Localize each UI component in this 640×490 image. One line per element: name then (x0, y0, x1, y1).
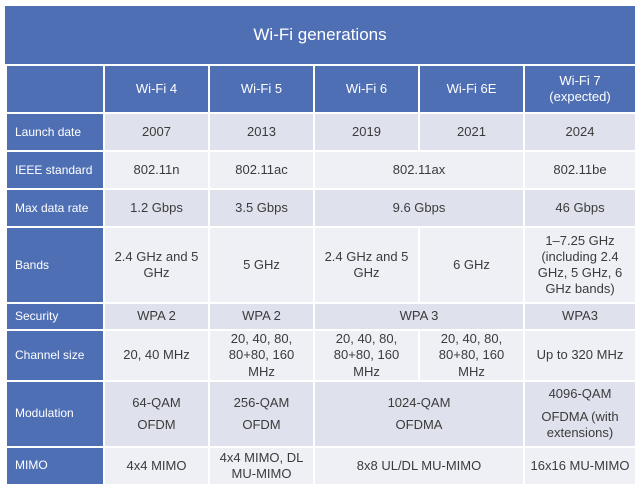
table-row: Max data rate 1.2 Gbps 3.5 Gbps 9.6 Gbps… (5, 188, 637, 228)
table-cell: 802.11ac (208, 150, 315, 190)
row-label: MIMO (5, 445, 105, 486)
table-cell: 20, 40, 80, 80+80, 160 MHz (208, 329, 315, 382)
cell-line: OFDM (242, 416, 281, 432)
table-row: Bands 2.4 GHz and 5 GHz 5 GHz 2.4 GHz an… (5, 226, 637, 304)
table-cell: 64-QAM OFDM (103, 379, 210, 448)
table-row: MIMO 4x4 MIMO 4x4 MIMO, DL MU-MIMO 8x8 U… (5, 445, 637, 486)
table-cell: 5 GHz (208, 226, 315, 304)
table-cell: 6 GHz (418, 226, 525, 304)
column-header: Wi-Fi 6 (313, 64, 420, 114)
row-label: Max data rate (5, 188, 105, 228)
table-cell: 20, 40, 80, 80+80, 160 MHz (313, 329, 420, 382)
table-cell: 2007 (103, 112, 210, 152)
column-header: Wi-Fi 5 (208, 64, 315, 114)
table-cell: 4096-QAM OFDMA (with extensions) (523, 379, 637, 448)
table-cell: 1024-QAM OFDMA (313, 379, 525, 448)
column-header: Wi-Fi 4 (103, 64, 210, 114)
header-row: Wi-Fi 4 Wi-Fi 5 Wi-Fi 6 Wi-Fi 6E Wi-Fi 7… (5, 64, 637, 114)
table-row: Launch date 2007 2013 2019 2021 2024 (5, 112, 637, 152)
table-cell: 8x8 UL/DL MU-MIMO (313, 445, 525, 486)
table-cell: 4x4 MIMO (103, 445, 210, 486)
table-cell: 2.4 GHz and 5 GHz (313, 226, 420, 304)
column-header: Wi-Fi 6E (418, 64, 525, 114)
table-cell: WPA 3 (313, 302, 525, 331)
table-row: Modulation 64-QAM OFDM 256-QAM OFDM 1024… (5, 379, 637, 448)
wifi-generations-table: Wi-Fi 4 Wi-Fi 5 Wi-Fi 6 Wi-Fi 6E Wi-Fi 7… (5, 64, 637, 486)
table-cell: 2.4 GHz and 5 GHz (103, 226, 210, 304)
table-cell: 9.6 Gbps (313, 188, 525, 228)
table-cell: 802.11ax (313, 150, 525, 190)
table-cell: 20, 40 MHz (103, 329, 210, 382)
row-label: Launch date (5, 112, 105, 152)
cell-line: OFDM (137, 416, 176, 432)
row-label: Security (5, 302, 105, 331)
table-cell: WPA 2 (208, 302, 315, 331)
table-row: Channel size 20, 40 MHz 20, 40, 80, 80+8… (5, 329, 637, 382)
table-cell: 2013 (208, 112, 315, 152)
cell-line: 4096-QAM (548, 386, 612, 402)
column-header: Wi-Fi 7 (expected) (523, 64, 637, 114)
table-cell: 3.5 Gbps (208, 188, 315, 228)
table-cell: 20, 40, 80, 80+80, 160 MHz (418, 329, 525, 382)
table-cell: 802.11n (103, 150, 210, 190)
row-label: Bands (5, 226, 105, 304)
cell-line: OFDMA (395, 416, 443, 432)
table-cell: 2021 (418, 112, 525, 152)
table-cell: 4x4 MIMO, DL MU-MIMO (208, 445, 315, 486)
row-label: IEEE standard (5, 150, 105, 190)
cell-line: 256-QAM (233, 394, 290, 410)
cell-line: 1024-QAM (387, 394, 451, 410)
cell-line: OFDMA (with extensions) (541, 408, 619, 440)
header-corner (5, 64, 105, 114)
cell-line: 64-QAM (132, 394, 181, 410)
table-cell: 256-QAM OFDM (208, 379, 315, 448)
table-cell: WPA3 (523, 302, 637, 331)
table-cell: 1.2 Gbps (103, 188, 210, 228)
table-cell: Up to 320 MHz (523, 329, 637, 382)
table-cell: 1–7.25 GHz (including 2.4 GHz, 5 GHz, 6 … (523, 226, 637, 304)
table-cell: 2024 (523, 112, 637, 152)
table-cell: 16x16 MU-MIMO (523, 445, 637, 486)
table-cell: 2019 (313, 112, 420, 152)
table-cell: 46 Gbps (523, 188, 637, 228)
table-cell: 802.11be (523, 150, 637, 190)
table-title: Wi-Fi generations (5, 6, 635, 64)
row-label: Modulation (5, 379, 105, 448)
row-label: Channel size (5, 329, 105, 382)
table-cell: WPA 2 (103, 302, 210, 331)
table-row: Security WPA 2 WPA 2 WPA 3 WPA3 (5, 302, 637, 331)
table-row: IEEE standard 802.11n 802.11ac 802.11ax … (5, 150, 637, 190)
